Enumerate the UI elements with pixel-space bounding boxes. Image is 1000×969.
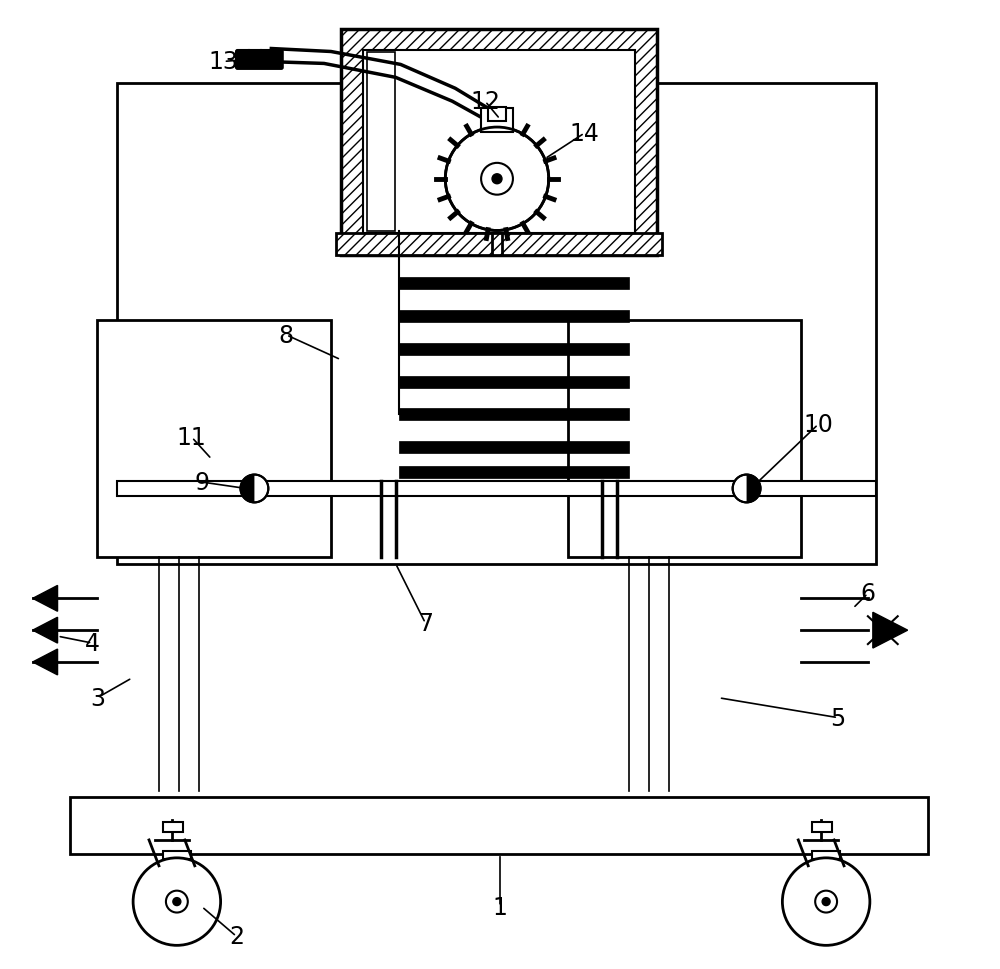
- Bar: [70, 797, 928, 854]
- Text: 7: 7: [418, 611, 433, 636]
- Circle shape: [815, 891, 837, 913]
- Bar: [399, 442, 629, 453]
- Text: 10: 10: [803, 413, 833, 437]
- Polygon shape: [33, 649, 58, 675]
- Text: 8: 8: [279, 324, 294, 348]
- FancyBboxPatch shape: [236, 51, 283, 70]
- Bar: [812, 823, 832, 832]
- Bar: [341, 30, 657, 256]
- Bar: [568, 321, 801, 557]
- Polygon shape: [240, 475, 254, 503]
- Text: 4: 4: [85, 632, 100, 655]
- Bar: [481, 109, 513, 133]
- Circle shape: [240, 475, 268, 503]
- Polygon shape: [747, 475, 760, 503]
- Circle shape: [166, 891, 188, 913]
- Circle shape: [133, 858, 221, 946]
- Circle shape: [733, 475, 760, 503]
- Bar: [812, 851, 840, 859]
- Bar: [367, 53, 395, 233]
- Bar: [363, 51, 635, 234]
- Bar: [399, 409, 629, 421]
- Text: 12: 12: [470, 90, 500, 114]
- Circle shape: [481, 164, 513, 196]
- Bar: [117, 84, 876, 564]
- Text: 3: 3: [90, 686, 105, 710]
- Circle shape: [492, 174, 502, 184]
- Bar: [117, 482, 876, 496]
- Circle shape: [173, 897, 181, 906]
- Circle shape: [445, 128, 549, 232]
- Circle shape: [822, 897, 830, 906]
- Polygon shape: [33, 617, 58, 643]
- Text: 9: 9: [194, 471, 209, 494]
- Text: 2: 2: [229, 924, 244, 949]
- Bar: [336, 234, 662, 256]
- Bar: [399, 376, 629, 389]
- Text: 14: 14: [570, 122, 599, 146]
- Text: 11: 11: [177, 425, 207, 450]
- Polygon shape: [873, 612, 908, 648]
- Bar: [399, 278, 629, 290]
- Text: 13: 13: [209, 50, 239, 75]
- Bar: [399, 467, 629, 479]
- Bar: [363, 51, 635, 234]
- Polygon shape: [33, 586, 58, 611]
- Bar: [488, 109, 506, 122]
- Bar: [163, 851, 191, 859]
- Bar: [399, 343, 629, 356]
- Bar: [163, 823, 183, 832]
- Text: 6: 6: [860, 581, 875, 606]
- Circle shape: [782, 858, 870, 946]
- Bar: [97, 321, 331, 557]
- Text: 1: 1: [493, 894, 507, 919]
- Bar: [399, 311, 629, 323]
- Text: 5: 5: [830, 706, 846, 730]
